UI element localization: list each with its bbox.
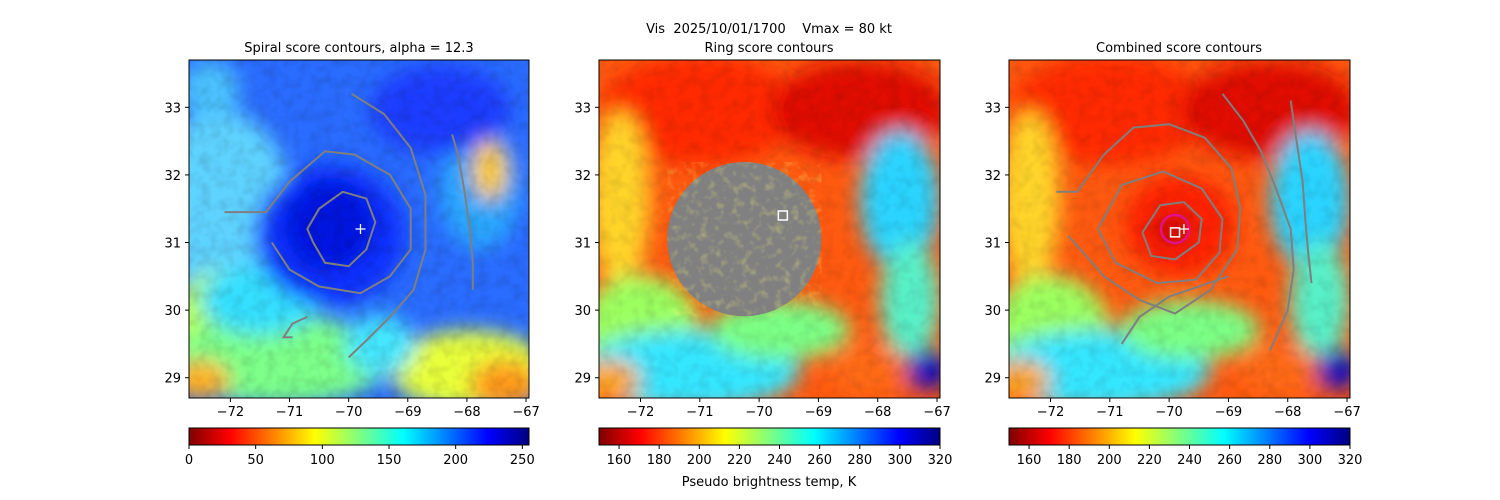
colorbar-tick-label: 200 bbox=[687, 453, 712, 468]
x-tick-label: −67 bbox=[1333, 405, 1360, 420]
x-tick-label: −68 bbox=[864, 405, 891, 420]
y-tick-label: 30 bbox=[984, 304, 1001, 319]
colorbar-tick-label: 300 bbox=[1297, 453, 1322, 468]
panel-spiral: Spiral score contours, alpha = 12.3 −72−… bbox=[150, 41, 550, 468]
heatmap-ring bbox=[580, 55, 950, 410]
y-tick-label: 30 bbox=[164, 304, 181, 319]
y-axis: 29 30 31 32 33 bbox=[574, 101, 599, 386]
colorbar-tick-label: 150 bbox=[377, 453, 402, 468]
colorbar-tick-label: 220 bbox=[727, 453, 752, 468]
y-tick-label: 31 bbox=[984, 237, 1001, 252]
y-tick-label: 30 bbox=[574, 304, 591, 319]
colorbar-tick-label: 300 bbox=[887, 453, 912, 468]
colorbar-tick-label: 260 bbox=[807, 453, 832, 468]
y-tick-label: 31 bbox=[574, 237, 591, 252]
x-tick-label: −69 bbox=[805, 405, 832, 420]
colorbar bbox=[1009, 428, 1350, 445]
panel-title: Combined score contours bbox=[1096, 41, 1262, 56]
colorbar-tick-label: 180 bbox=[1057, 453, 1082, 468]
colorbar bbox=[189, 428, 529, 445]
colorbar bbox=[599, 428, 940, 445]
colorbar-ticks: 160 180 200 220 240 260 280 300 320 bbox=[1017, 445, 1363, 468]
colorbar-tick-label: 160 bbox=[1017, 453, 1042, 468]
y-tick-label: 33 bbox=[164, 101, 181, 116]
panel-title: Ring score contours bbox=[704, 41, 833, 56]
suptitle-text: Vis 2025/10/01/1700 Vmax = 80 kt bbox=[646, 22, 892, 37]
y-tick-label: 29 bbox=[574, 372, 591, 387]
colorbar-tick-label: 200 bbox=[443, 453, 468, 468]
colorbar-ticks: 160 180 200 220 240 260 280 300 320 bbox=[607, 445, 953, 468]
x-tick-label: −69 bbox=[394, 405, 421, 420]
colorbar-ticks: 0 50 100 150 200 250 bbox=[185, 445, 535, 468]
x-axis: −72 −71 −70 −69 −68 −67 bbox=[1037, 398, 1361, 420]
colorbar-tick-label: 240 bbox=[767, 453, 792, 468]
ring-score-texture bbox=[667, 162, 821, 316]
colorbar-label: Pseudo brightness temp, K bbox=[682, 475, 857, 490]
colorbar-tick-label: 280 bbox=[847, 453, 872, 468]
panel-combined: Combined score contours −72 −71 −70 −69 −68−… bbox=[984, 41, 1362, 468]
y-axis: 29 30 31 32 33 bbox=[164, 101, 189, 386]
x-tick-label: −72 bbox=[1037, 405, 1064, 420]
x-tick-label: −67 bbox=[512, 405, 539, 420]
y-tick-label: 32 bbox=[984, 169, 1001, 184]
x-tick-label: −67 bbox=[923, 405, 950, 420]
x-axis: −72 −71 −70 −69 −68 −67 bbox=[217, 398, 540, 420]
colorbar-tick-label: 0 bbox=[185, 453, 193, 468]
x-tick-label: −71 bbox=[276, 405, 303, 420]
heatmap-combined bbox=[990, 55, 1360, 410]
colorbar-tick-label: 260 bbox=[1217, 453, 1242, 468]
x-tick-label: −70 bbox=[1155, 405, 1182, 420]
x-axis: −72 −71 −70 −69 −68 −67 bbox=[627, 398, 951, 420]
colorbar-tick-label: 280 bbox=[1257, 453, 1282, 468]
figure-suptitle: Vis 2025/10/01/1700 Vmax = 80 kt bbox=[0, 22, 1500, 38]
colorbar-tick-label: 160 bbox=[607, 453, 632, 468]
colorbar-tick-label: 320 bbox=[1338, 453, 1363, 468]
y-tick-label: 32 bbox=[574, 169, 591, 184]
heatmap-spiral bbox=[150, 60, 550, 410]
colorbar-tick-label: 240 bbox=[1177, 453, 1202, 468]
y-tick-label: 32 bbox=[164, 169, 181, 184]
y-tick-label: 31 bbox=[164, 237, 181, 252]
colorbar-tick-label: 220 bbox=[1137, 453, 1162, 468]
x-tick-label: −72 bbox=[627, 405, 654, 420]
x-tick-label: −70 bbox=[335, 405, 362, 420]
y-tick-label: 33 bbox=[984, 101, 1001, 116]
x-tick-label: −70 bbox=[745, 405, 772, 420]
x-tick-label: −71 bbox=[1096, 405, 1123, 420]
x-tick-label: −72 bbox=[217, 405, 244, 420]
colorbar-tick-label: 50 bbox=[247, 453, 264, 468]
colorbar-tick-label: 200 bbox=[1097, 453, 1122, 468]
panel-title: Spiral score contours, alpha = 12.3 bbox=[244, 41, 473, 56]
y-axis: 29 30 31 32 33 bbox=[984, 101, 1009, 386]
y-tick-label: 29 bbox=[984, 372, 1001, 387]
colorbar-tick-label: 100 bbox=[310, 453, 335, 468]
colorbar-tick-label: 320 bbox=[928, 453, 953, 468]
panel-ring: Ring score contours −72 −71 −70 −69 −68 −67 2… bbox=[574, 41, 952, 490]
x-tick-label: −68 bbox=[453, 405, 480, 420]
x-tick-label: −71 bbox=[686, 405, 713, 420]
colorbar-tick-label: 250 bbox=[510, 453, 535, 468]
colorbar-tick-label: 180 bbox=[647, 453, 672, 468]
x-tick-label: −68 bbox=[1274, 405, 1301, 420]
y-tick-label: 29 bbox=[164, 372, 181, 387]
x-tick-label: −69 bbox=[1215, 405, 1242, 420]
y-tick-label: 33 bbox=[574, 101, 591, 116]
